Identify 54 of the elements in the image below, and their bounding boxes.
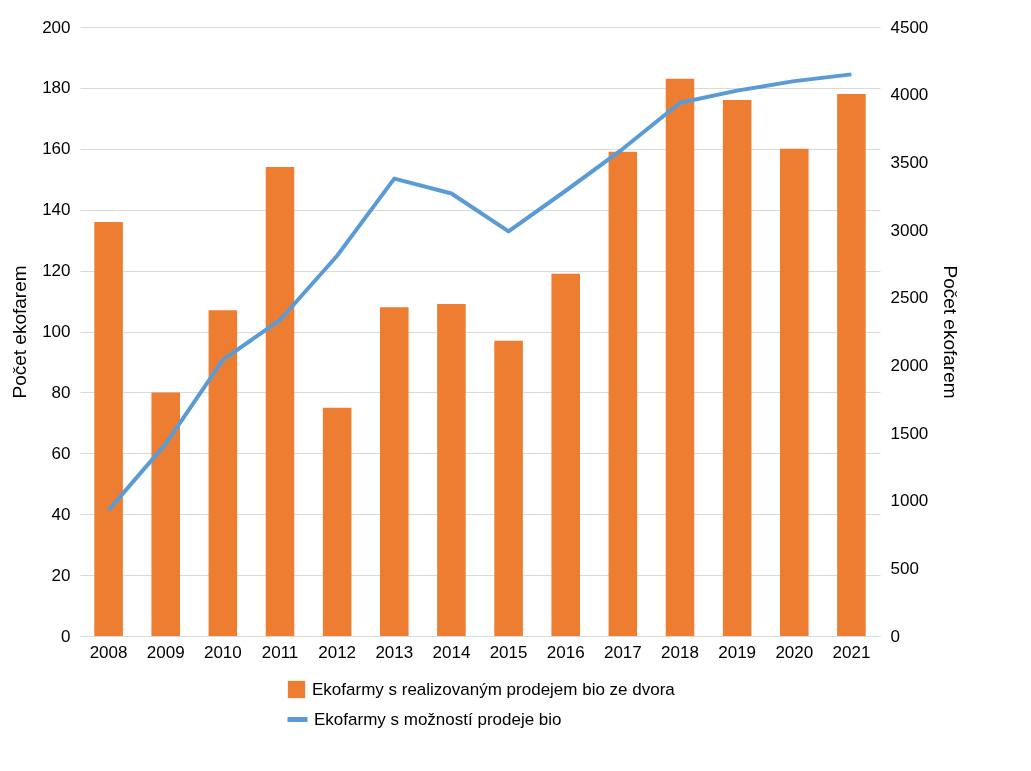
y-axis-title: Počet ekofarem xyxy=(9,265,31,399)
x-tick-label: 2014 xyxy=(432,642,471,662)
x-tick-label: 2016 xyxy=(546,642,585,662)
bar xyxy=(494,340,523,636)
x-tick-label: 2017 xyxy=(603,642,642,662)
y2-tick-label: 1500 xyxy=(890,423,929,443)
x-tick-label: 2018 xyxy=(661,642,699,662)
y-tick-label: 0 xyxy=(61,626,71,646)
x-tick-label: 2012 xyxy=(318,642,357,662)
line-series xyxy=(106,72,854,513)
bar xyxy=(608,151,638,636)
y2-tick-label: 2500 xyxy=(890,288,929,308)
x-tick-label: 2015 xyxy=(489,642,528,662)
x-tick-label: 2010 xyxy=(203,642,242,662)
y2-tick-label: 2000 xyxy=(890,355,929,375)
y-tick-label: 60 xyxy=(51,443,71,463)
y-tick-label: 160 xyxy=(42,139,71,159)
bar xyxy=(208,310,238,636)
x-tick-label: 2019 xyxy=(718,642,757,662)
bar xyxy=(837,93,866,636)
y-tick-label: 80 xyxy=(51,382,71,402)
y-tick-label: 140 xyxy=(42,200,71,220)
x-tick-label: 2011 xyxy=(261,642,299,662)
y2-tick-label: 3500 xyxy=(890,152,929,172)
x-tick-label: 2020 xyxy=(775,642,814,662)
y2-tick-label: 1000 xyxy=(890,491,929,511)
x-tick-label: 2021 xyxy=(832,642,871,662)
y2-tick-label: 3000 xyxy=(890,220,929,240)
bar xyxy=(437,304,466,636)
x-tick-label: 2013 xyxy=(375,642,414,662)
bar xyxy=(665,78,695,636)
x-tick-label: 2009 xyxy=(146,642,185,662)
legend-label: Ekofarmy s realizovaným prodejem bio ze dvora xyxy=(312,679,676,699)
bar xyxy=(551,273,580,636)
y-tick-label: 40 xyxy=(51,504,71,524)
y-tick-label: 20 xyxy=(51,565,71,585)
y-tick-label: 100 xyxy=(42,322,71,341)
y2-tick-label: 500 xyxy=(890,558,919,578)
y-tick-label: 120 xyxy=(42,261,71,281)
legend-label: Ekofarmy s možností prodeje bio xyxy=(314,709,562,729)
y2-tick-label: 4500 xyxy=(890,17,929,37)
y-tick-label: 180 xyxy=(42,78,71,98)
bar xyxy=(151,392,180,636)
y2-tick-label: 4000 xyxy=(890,85,929,105)
bar xyxy=(780,148,809,636)
bar xyxy=(94,221,123,636)
y2-tick-label: 0 xyxy=(890,626,900,646)
bar xyxy=(265,167,295,636)
x-tick-label: 2008 xyxy=(89,642,128,662)
bar xyxy=(322,407,352,636)
bar xyxy=(380,307,409,636)
bar xyxy=(722,100,752,636)
y-tick-label: 200 xyxy=(42,17,71,37)
y2-axis-title: Počet ekofarem xyxy=(940,265,962,399)
